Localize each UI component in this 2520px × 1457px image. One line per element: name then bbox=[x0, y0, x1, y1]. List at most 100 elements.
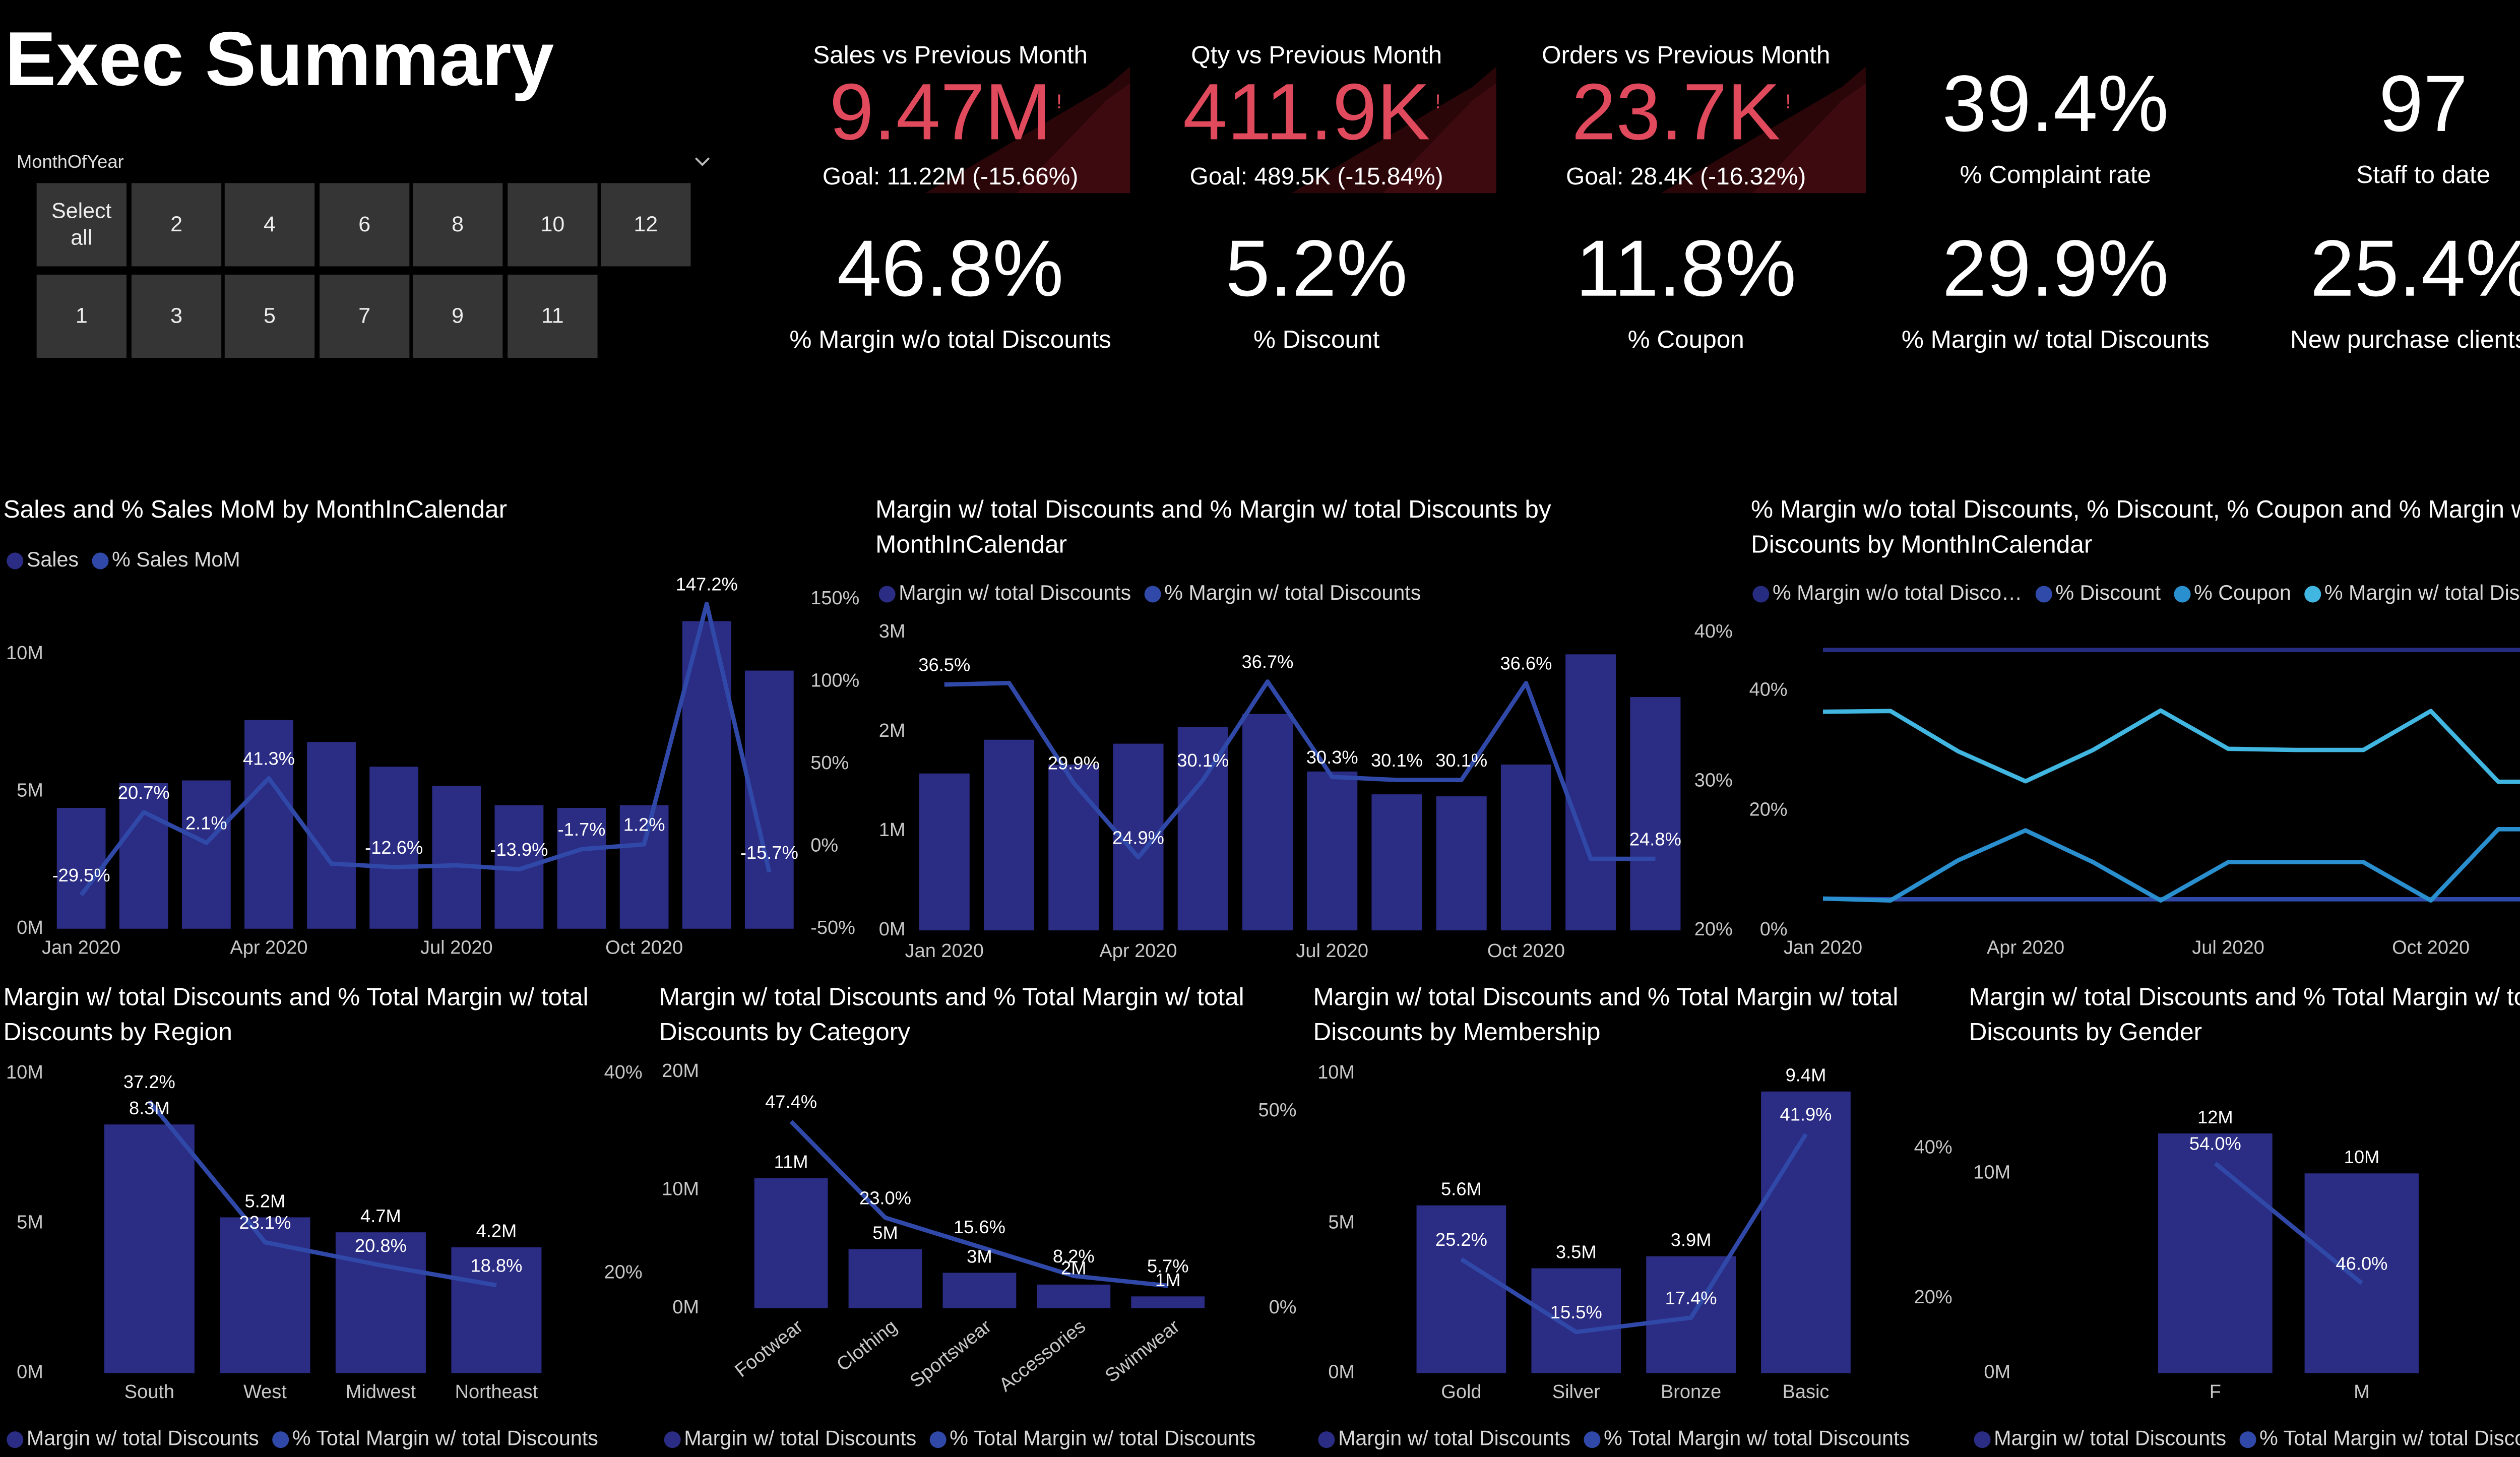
slicer-button[interactable] bbox=[508, 183, 598, 267]
kpi-value: 46.8% bbox=[837, 224, 1063, 313]
bar bbox=[1037, 1284, 1111, 1308]
slicer-button[interactable] bbox=[131, 183, 222, 267]
kpi-label: Qty vs Previous Month bbox=[1191, 41, 1442, 69]
slicer-button-label[interactable]: 9 bbox=[452, 303, 464, 328]
kpi-trend-area bbox=[770, 67, 1130, 194]
text-box[interactable]: 4 bbox=[225, 183, 314, 266]
text-box[interactable]: 8 bbox=[413, 183, 502, 266]
bar bbox=[557, 808, 606, 929]
slicer-button[interactable] bbox=[412, 183, 503, 267]
slicer-button-label[interactable]: 10 bbox=[540, 211, 565, 236]
slicer-button-label[interactable]: 3 bbox=[170, 303, 182, 328]
text-box[interactable]: Select all bbox=[37, 183, 127, 266]
text-box[interactable]: 12 bbox=[601, 183, 690, 266]
slicer-button[interactable] bbox=[224, 274, 315, 358]
slicer-button[interactable] bbox=[36, 183, 127, 267]
slicer-button[interactable] bbox=[412, 274, 503, 358]
slicer-button[interactable] bbox=[320, 274, 410, 358]
data-label: 9.4M bbox=[1786, 1065, 1826, 1086]
legend-marker bbox=[2239, 1431, 2256, 1448]
legend-label: Margin w/ total Discounts bbox=[1338, 1427, 1570, 1450]
bar bbox=[1242, 714, 1293, 931]
slicer-button-label[interactable]: 4 bbox=[264, 211, 276, 236]
y2-tick-label: 20% bbox=[1914, 1287, 1952, 1308]
slicer-button[interactable] bbox=[320, 183, 410, 267]
text-box[interactable]: 6 bbox=[320, 183, 409, 266]
line bbox=[2214, 1162, 2363, 1285]
data-label: 36.5% bbox=[918, 655, 970, 675]
y-tick-label: 2M bbox=[879, 720, 906, 741]
bar bbox=[1565, 654, 1616, 931]
slicer-button[interactable] bbox=[508, 274, 598, 358]
line bbox=[944, 679, 1656, 861]
legend-label: % Coupon bbox=[2194, 581, 2291, 604]
data-label: 3M bbox=[967, 1246, 992, 1266]
bar bbox=[1500, 765, 1551, 931]
text-box[interactable]: 10 bbox=[508, 183, 597, 266]
slicer-button-label[interactable]: 8 bbox=[452, 211, 464, 236]
y2-tick-label: 30% bbox=[1694, 770, 1733, 791]
text-box[interactable]: 2 bbox=[132, 183, 221, 266]
legend-label: Sales bbox=[27, 548, 79, 571]
y-tick-label: 20% bbox=[1749, 799, 1788, 820]
text-box[interactable]: 1 bbox=[37, 275, 127, 358]
data-label: 15.6% bbox=[954, 1217, 1005, 1237]
slicer-button-label[interactable]: 11 bbox=[541, 303, 564, 328]
data-label: 41.9% bbox=[1780, 1104, 1832, 1125]
text-box[interactable]: 3 bbox=[132, 275, 221, 358]
kpi-goal: Goal: 11.22M (-15.66%) bbox=[823, 163, 1078, 190]
bar bbox=[1131, 1296, 1205, 1308]
bar bbox=[56, 808, 106, 929]
slicer-button-label[interactable]: Select all bbox=[51, 198, 112, 250]
legend-marker bbox=[7, 1431, 24, 1448]
page-title: Exec Summary bbox=[5, 16, 554, 102]
kpi-value: 97 bbox=[2379, 59, 2468, 148]
legend-label: % Margin w/ total Disco… bbox=[2324, 581, 2520, 604]
chart-title: Margin w/ total Discounts and % Margin w… bbox=[875, 496, 1551, 558]
data-label: 3.5M bbox=[1556, 1241, 1597, 1262]
chart-title: Margin w/ total Discounts and % Total Ma… bbox=[3, 983, 589, 1046]
slicer-button[interactable] bbox=[36, 274, 127, 358]
slicer-button[interactable] bbox=[601, 183, 691, 267]
data-label: 8.3M bbox=[129, 1098, 170, 1118]
legend-label: Margin w/ total Discounts bbox=[1994, 1427, 2226, 1450]
y-tick-label: 40% bbox=[1749, 679, 1788, 701]
text-box[interactable]: 7 bbox=[320, 275, 409, 358]
slicer-button-label[interactable]: 1 bbox=[75, 303, 88, 328]
x-tick-label: Apr 2020 bbox=[1987, 937, 2064, 958]
text-box[interactable]: 5 bbox=[225, 275, 314, 358]
x-tick-label: Jul 2020 bbox=[2192, 937, 2264, 958]
kpi-value: 411.9K bbox=[1183, 67, 1430, 156]
legend-marker bbox=[2035, 586, 2052, 603]
slicer-button-label[interactable]: 6 bbox=[358, 211, 371, 236]
y2-tick-label: 100% bbox=[810, 670, 859, 691]
x-tick-label: Oct 2020 bbox=[605, 937, 683, 958]
slicer-button[interactable] bbox=[131, 274, 222, 358]
text-box[interactable]: 11 bbox=[508, 275, 597, 358]
legend-marker bbox=[1584, 1431, 1601, 1448]
data-label: 5M bbox=[872, 1222, 898, 1243]
y-tick-label: 0M bbox=[1328, 1362, 1355, 1383]
x-tick-label: Jul 2020 bbox=[420, 937, 493, 958]
slicer-button-label[interactable]: 7 bbox=[358, 303, 371, 328]
slicer-button-label[interactable]: 5 bbox=[264, 303, 276, 328]
slicer-button-label[interactable]: 12 bbox=[634, 211, 658, 236]
data-label: 24.8% bbox=[1629, 829, 1681, 849]
legend-label: % Margin w/ total Discounts bbox=[1164, 581, 1421, 604]
y-tick-label: 0M bbox=[17, 1362, 43, 1383]
data-label: 23.1% bbox=[239, 1212, 291, 1233]
data-label: 5.6M bbox=[1441, 1179, 1482, 1199]
legend-marker bbox=[1974, 1431, 1991, 1448]
data-label: 1.2% bbox=[623, 814, 665, 835]
y-tick-label: 3M bbox=[879, 621, 906, 642]
slicer-chevron[interactable] bbox=[695, 157, 710, 166]
text-box[interactable]: 9 bbox=[413, 275, 502, 358]
slicer-button-label[interactable]: 2 bbox=[170, 211, 182, 236]
slicer-button[interactable] bbox=[224, 183, 315, 267]
legend-label: Margin w/ total Discounts bbox=[684, 1427, 916, 1450]
legend-marker bbox=[2304, 586, 2321, 603]
legend-label: % Total Margin w/ total Discounts bbox=[2259, 1427, 2520, 1450]
y-tick-label: 5M bbox=[1328, 1212, 1355, 1233]
y-tick-label: 20M bbox=[662, 1060, 699, 1082]
data-label: 36.6% bbox=[1500, 653, 1552, 674]
